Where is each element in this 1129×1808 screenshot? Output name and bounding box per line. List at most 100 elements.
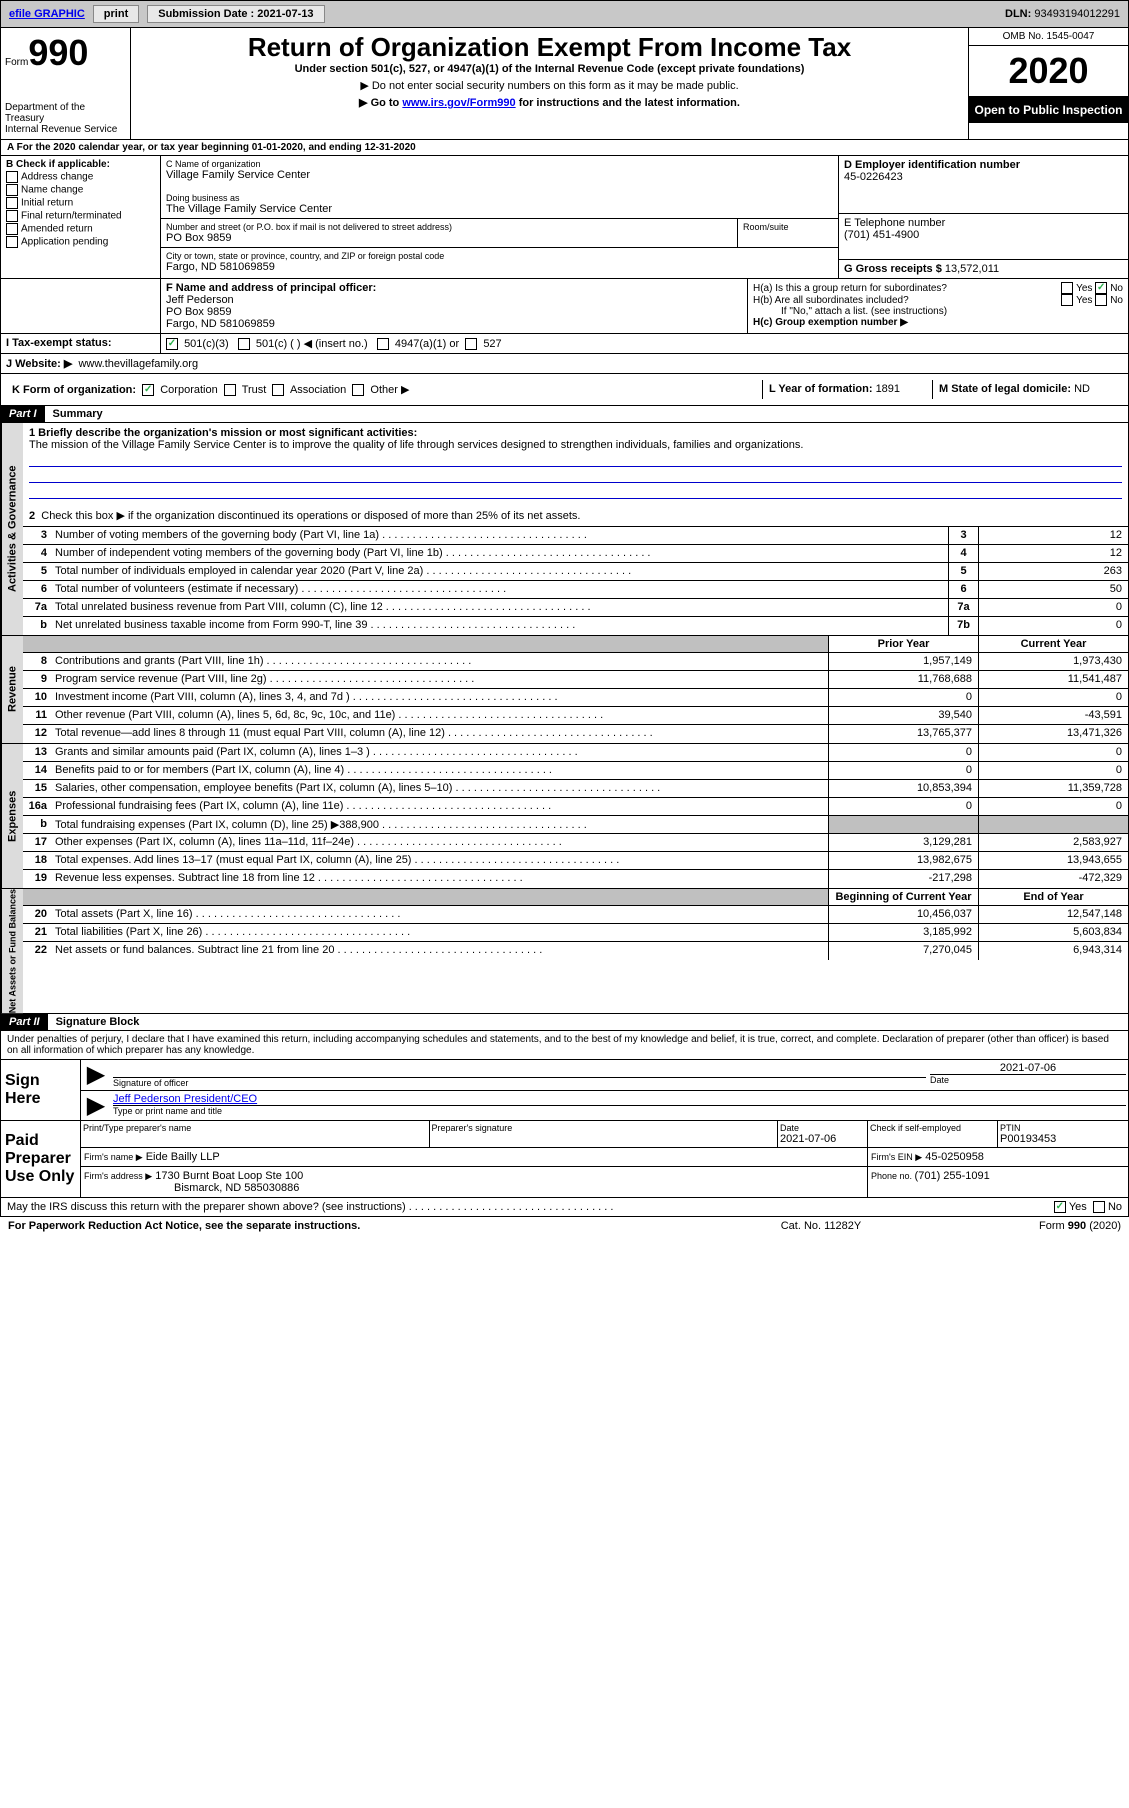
part2-header: Part II Signature Block bbox=[0, 1014, 1129, 1031]
row-prior: 3,129,281 bbox=[828, 834, 978, 851]
chk-address-change[interactable]: Address change bbox=[6, 171, 155, 183]
ag-sidelabel: Activities & Governance bbox=[1, 423, 23, 635]
instructions-link[interactable]: www.irs.gov/Form990 bbox=[402, 97, 515, 109]
row-box: 3 bbox=[948, 527, 978, 544]
topbar: efile GRAPHIC print Submission Date : 20… bbox=[0, 0, 1129, 28]
submission-date-button[interactable]: Submission Date : 2021-07-13 bbox=[147, 5, 324, 23]
firm-ein-label: Firm's EIN ▶ bbox=[871, 1152, 922, 1162]
firm-name-label: Firm's name ▶ bbox=[84, 1152, 143, 1162]
row-num: 13 bbox=[23, 744, 51, 761]
a-pre: A For the 2020 calendar year, or tax yea… bbox=[7, 142, 252, 153]
summary-row: 20 Total assets (Part X, line 16) 10,456… bbox=[23, 906, 1128, 924]
chk-name-change[interactable]: Name change bbox=[6, 184, 155, 196]
chk-label: Address change bbox=[21, 172, 93, 183]
chk-label: Final return/terminated bbox=[21, 211, 122, 222]
summary-row: 12 Total revenue—add lines 8 through 11 … bbox=[23, 725, 1128, 743]
row-num: 10 bbox=[23, 689, 51, 706]
firm-addr1: 1730 Burnt Boat Loop Ste 100 bbox=[155, 1170, 303, 1182]
summary-row: 9 Program service revenue (Part VIII, li… bbox=[23, 671, 1128, 689]
row-num: 14 bbox=[23, 762, 51, 779]
efile-link[interactable]: efile GRAPHIC bbox=[9, 8, 85, 20]
begin-year-header: Beginning of Current Year bbox=[828, 889, 978, 905]
row-num: 3 bbox=[23, 527, 51, 544]
j-label: J Website: ▶ bbox=[6, 358, 72, 370]
dln-label: DLN: bbox=[1005, 8, 1034, 20]
footer: For Paperwork Reduction Act Notice, see … bbox=[0, 1217, 1129, 1235]
ein-value: 45-0226423 bbox=[844, 171, 1123, 183]
sig-officer-label: Signature of officer bbox=[113, 1078, 926, 1088]
header-fields: B Check if applicable: Address change Na… bbox=[0, 156, 1129, 279]
summary-row: 10 Investment income (Part VIII, column … bbox=[23, 689, 1128, 707]
row-label: Salaries, other compensation, employee b… bbox=[51, 780, 828, 797]
row-current: 5,603,834 bbox=[978, 924, 1128, 941]
row-current: 1,973,430 bbox=[978, 653, 1128, 670]
part2-name: Signature Block bbox=[48, 1014, 148, 1030]
sub3-pre: ▶ Go to bbox=[359, 97, 402, 109]
chk-initial-return[interactable]: Initial return bbox=[6, 197, 155, 209]
row-num: 21 bbox=[23, 924, 51, 941]
dba-label: Doing business as bbox=[166, 193, 833, 203]
org-name-label: C Name of organization bbox=[166, 159, 833, 169]
discuss-row: May the IRS discuss this return with the… bbox=[0, 1198, 1129, 1217]
yes-label: Yes bbox=[1076, 295, 1092, 306]
form-header: Form990 Department of the Treasury Inter… bbox=[0, 28, 1129, 140]
f-name: Jeff Pederson bbox=[166, 294, 742, 306]
ha-label: H(a) Is this a group return for subordin… bbox=[753, 283, 1061, 294]
row-num: b bbox=[23, 816, 51, 833]
row-value: 263 bbox=[978, 563, 1128, 580]
row-num: 17 bbox=[23, 834, 51, 851]
i-opt1: 501(c)(3) bbox=[184, 338, 229, 350]
row-num: 16a bbox=[23, 798, 51, 815]
net-block: Net Assets or Fund Balances Beginning of… bbox=[0, 889, 1129, 1014]
sig-date-label: Date bbox=[930, 1075, 1126, 1085]
tax-year: 2020 bbox=[969, 46, 1128, 97]
row-num: 18 bbox=[23, 852, 51, 869]
f-label: F Name and address of principal officer: bbox=[166, 282, 376, 294]
street-label: Number and street (or P.O. box if mail i… bbox=[166, 222, 732, 232]
current-year-header: Current Year bbox=[978, 636, 1128, 652]
row-num: 12 bbox=[23, 725, 51, 743]
form-rev: Form 990 (2020) bbox=[921, 1220, 1121, 1232]
firm-phone-label: Phone no. bbox=[871, 1171, 915, 1181]
street: PO Box 9859 bbox=[166, 232, 732, 244]
row-value: 12 bbox=[978, 527, 1128, 544]
yes-label: Yes bbox=[1069, 1201, 1087, 1213]
row-prior: 0 bbox=[828, 744, 978, 761]
print-button[interactable]: print bbox=[93, 5, 139, 23]
a-mid: , and ending bbox=[303, 142, 365, 153]
row-num: 9 bbox=[23, 671, 51, 688]
b-title: B Check if applicable: bbox=[6, 159, 110, 170]
firm-addr2: Bismarck, ND 585030886 bbox=[84, 1182, 299, 1194]
row-label: Total assets (Part X, line 16) bbox=[51, 906, 828, 923]
i-opt4: 527 bbox=[483, 338, 501, 350]
chk-amended-return[interactable]: Amended return bbox=[6, 223, 155, 235]
dln-value: 93493194012291 bbox=[1034, 8, 1120, 20]
summary-row: 15 Salaries, other compensation, employe… bbox=[23, 780, 1128, 798]
dept-label: Department of the Treasury Internal Reve… bbox=[5, 102, 126, 135]
gross-receipts-label: G Gross receipts $ bbox=[844, 263, 945, 275]
i-row: I Tax-exempt status: ✓ 501(c)(3) 501(c) … bbox=[0, 334, 1129, 354]
row-num: 8 bbox=[23, 653, 51, 670]
summary-row: 5 Total number of individuals employed i… bbox=[23, 563, 1128, 581]
row-num: 20 bbox=[23, 906, 51, 923]
row-prior: 10,853,394 bbox=[828, 780, 978, 797]
row-current: 6,943,314 bbox=[978, 942, 1128, 960]
row-box: 6 bbox=[948, 581, 978, 598]
row-num: b bbox=[23, 617, 51, 635]
summary-row: 17 Other expenses (Part IX, column (A), … bbox=[23, 834, 1128, 852]
summary-row: 21 Total liabilities (Part X, line 26) 3… bbox=[23, 924, 1128, 942]
row-label: Revenue less expenses. Subtract line 18 … bbox=[51, 870, 828, 888]
section-b: B Check if applicable: Address change Na… bbox=[1, 156, 161, 278]
prior-year-header: Prior Year bbox=[828, 636, 978, 652]
row-current: 11,359,728 bbox=[978, 780, 1128, 797]
exp-block: Expenses 13 Grants and similar amounts p… bbox=[0, 744, 1129, 889]
row-label: Total number of volunteers (estimate if … bbox=[51, 581, 948, 598]
row-label: Number of voting members of the governin… bbox=[51, 527, 948, 544]
open-to-public: Open to Public Inspection bbox=[969, 97, 1128, 123]
chk-application-pending[interactable]: Application pending bbox=[6, 236, 155, 248]
row-prior: 7,270,045 bbox=[828, 942, 978, 960]
chk-final-return[interactable]: Final return/terminated bbox=[6, 210, 155, 222]
prep-date: 2021-07-06 bbox=[780, 1133, 865, 1145]
ein-label: D Employer identification number bbox=[844, 159, 1020, 171]
phone-value: (701) 451-4900 bbox=[844, 229, 1123, 241]
